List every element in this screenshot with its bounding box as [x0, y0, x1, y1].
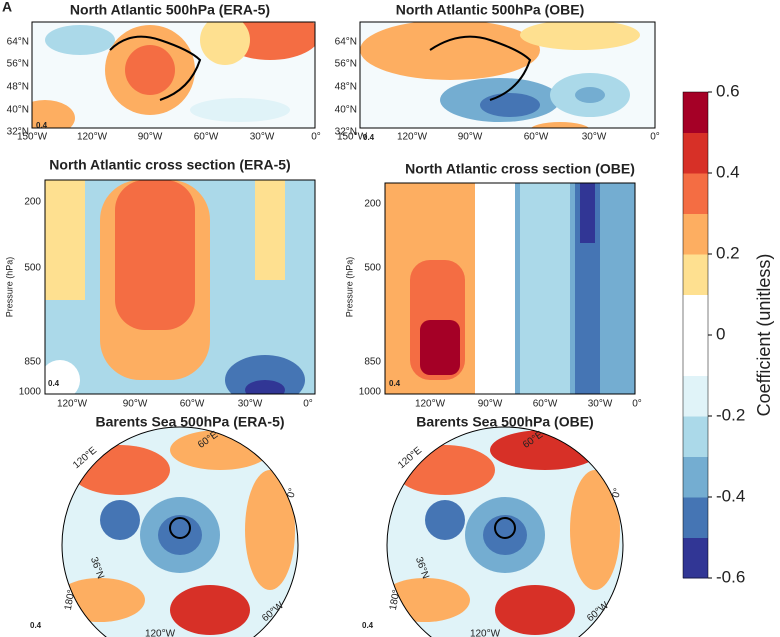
x-tick-label: 120°W [57, 399, 88, 410]
x-tick-label: 0° [632, 399, 642, 410]
x-tick-label: 90°W [458, 132, 483, 143]
colorbar-tick-label: 0.6 [716, 81, 740, 100]
map-field [360, 22, 655, 128]
section-frame [384, 182, 636, 395]
colorbar-tick-label: -0.4 [716, 486, 745, 505]
scale-label: 0.4 [48, 379, 60, 388]
y-axis-label: Pressure (hPa) [344, 257, 354, 318]
colorbar-band [683, 294, 708, 336]
x-tick-label: 30°W [238, 399, 263, 410]
colorbar-tick-label: -0.6 [716, 567, 745, 586]
x-tick-label: 30°W [582, 132, 607, 143]
colorbar-band [683, 254, 708, 295]
section-field [45, 180, 315, 394]
y-tick-label: 500 [364, 263, 381, 274]
x-tick-label: 90°W [138, 132, 163, 143]
colorbar-band [683, 456, 708, 498]
scale-label: 0.4 [30, 621, 42, 630]
y-tick-label: 32°N [335, 127, 357, 138]
y-tick-label: 40°N [7, 105, 29, 116]
y-tick-label: 1000 [19, 387, 42, 398]
y-tick-label: 32°N [7, 127, 29, 138]
polar-label: 180° [388, 589, 402, 611]
x-tick-label: 30°W [250, 132, 275, 143]
panel-title: Barents Sea 500hPa (ERA-5) [95, 414, 284, 430]
colorbar-label: Coefficient (unitless) [754, 254, 774, 417]
panel-title: Barents Sea 500hPa (OBE) [416, 414, 593, 430]
x-tick-label: 120°W [77, 132, 108, 143]
x-tick-label: 90°W [478, 399, 503, 410]
y-tick-label: 56°N [335, 59, 357, 70]
scale-label: 0.4 [36, 121, 48, 130]
section-field [385, 183, 635, 394]
polar-frame [386, 426, 624, 637]
y-tick-label: 850 [364, 357, 381, 368]
colorbar-band [683, 537, 708, 579]
x-tick-label: 120°W [397, 132, 428, 143]
y-tick-label: 56°N [7, 59, 29, 70]
scale-label: 0.4 [363, 133, 375, 142]
colorbar-tick-label: 0.2 [716, 243, 740, 262]
panel-title: North Atlantic 500hPa (ERA-5) [70, 2, 270, 18]
panel-title: North Atlantic 500hPa (OBE) [396, 2, 585, 18]
panel-letter: A [2, 0, 12, 15]
map-frame [31, 21, 316, 129]
polar-label: 120°W [145, 629, 176, 637]
x-tick-label: 60°W [524, 132, 549, 143]
x-tick-label: 60°W [180, 399, 205, 410]
x-tick-label: 120°W [415, 399, 446, 410]
x-tick-label: 0° [303, 399, 313, 410]
y-tick-label: 64°N [7, 37, 29, 48]
map-frame [359, 21, 656, 129]
colorbar-band [683, 335, 708, 376]
polar-label: 120°W [470, 629, 501, 637]
colorbar-band [683, 132, 708, 174]
x-tick-label: 0° [311, 132, 321, 143]
polar-label: 0° [286, 487, 299, 499]
y-tick-label: 850 [24, 357, 41, 368]
colorbar-band [683, 416, 708, 457]
y-tick-label: 64°N [335, 37, 357, 48]
colorbar-band [683, 213, 708, 255]
scale-label: 0.4 [389, 379, 401, 388]
colorbar-tick-label: 0 [716, 324, 725, 343]
map-field [32, 22, 315, 128]
panel-title: North Atlantic cross section (ERA-5) [49, 157, 290, 173]
x-tick-label: 90°W [123, 399, 148, 410]
y-axis-label: Pressure (hPa) [4, 257, 14, 318]
section-frame [44, 179, 316, 395]
colorbar-band [683, 92, 708, 133]
colorbar-tick-label: 0.4 [716, 162, 740, 181]
y-tick-label: 40°N [335, 105, 357, 116]
y-tick-label: 48°N [7, 82, 29, 93]
x-tick-label: 150°W [337, 132, 368, 143]
colorbar-tick-label: -0.2 [716, 405, 745, 424]
x-tick-label: 150°W [17, 132, 48, 143]
y-tick-label: 200 [364, 199, 381, 210]
x-tick-label: 60°W [194, 132, 219, 143]
polar-frame [61, 426, 299, 637]
scale-label: 0.4 [362, 621, 374, 630]
colorbar-band [683, 173, 708, 214]
polar-label: 180° [63, 589, 77, 611]
colorbar-band [683, 497, 708, 538]
y-tick-label: 200 [24, 197, 41, 208]
panel-title: North Atlantic cross section (OBE) [405, 161, 635, 177]
polar-field [62, 427, 298, 637]
colorbar-band [683, 375, 708, 417]
y-tick-label: 48°N [335, 82, 357, 93]
x-tick-label: 0° [650, 132, 660, 143]
y-tick-label: 500 [24, 263, 41, 274]
x-tick-label: 60°W [533, 399, 558, 410]
polar-label: 0° [611, 487, 624, 499]
x-tick-label: 30°W [588, 399, 613, 410]
y-tick-label: 1000 [359, 387, 382, 398]
